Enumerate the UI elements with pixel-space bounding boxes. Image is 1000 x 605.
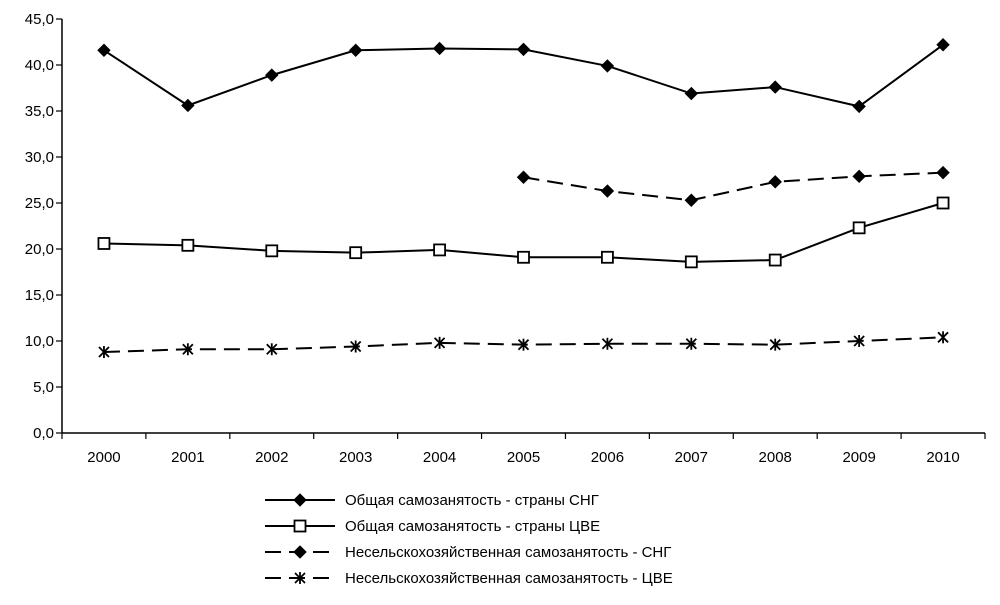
- x-tick-label: 2010: [926, 449, 959, 466]
- data-point-square: [181, 238, 195, 252]
- data-point-diamond: [684, 86, 699, 101]
- data-point-diamond: [936, 165, 950, 180]
- data-point-diamond: [432, 41, 447, 56]
- y-tick-label: 25,0: [25, 195, 54, 212]
- data-point-diamond: [293, 545, 307, 559]
- y-tick-label: 45,0: [25, 11, 54, 28]
- x-tick-label: 2001: [171, 449, 204, 466]
- x-axis-ticks: 2000 2001 2002 2003 2004 2005 2006 2007 2008 2009…: [61, 433, 986, 466]
- data-point-diamond: [600, 184, 615, 198]
- legend-label: Несельскохозяйственная самозанятость - С…: [345, 544, 671, 561]
- x-tick-label: 2002: [255, 449, 288, 466]
- data-point-square: [517, 250, 530, 264]
- y-tick-label: 15,0: [25, 287, 54, 304]
- y-tick-label: 0,0: [33, 425, 54, 442]
- series-4: [98, 331, 949, 359]
- series-1: [97, 38, 950, 114]
- data-point-diamond: [516, 170, 531, 184]
- data-point-asterisk: [853, 335, 865, 347]
- y-tick-label: 5,0: [33, 379, 54, 396]
- chart-legend: Общая самозанятость - страны СНГ Общая са…: [265, 492, 673, 587]
- y-tick-label: 40,0: [25, 57, 54, 74]
- y-tick-label: 10,0: [25, 333, 54, 350]
- legend-label: Общая самозанятость - страны ЦВЕ: [345, 518, 600, 535]
- data-point-square: [852, 221, 866, 235]
- data-point-asterisk: [266, 343, 278, 356]
- data-point-square: [97, 237, 111, 250]
- x-tick-label: 2005: [507, 449, 540, 466]
- legend-item: Общая самозанятость - страны ЦВЕ: [265, 518, 600, 535]
- x-tick-label: 2004: [423, 449, 456, 466]
- data-point-asterisk: [769, 338, 781, 351]
- legend-item: Несельскохозяйственная самозанятость - Ц…: [265, 570, 673, 587]
- x-tick-label: 2009: [842, 449, 875, 466]
- y-tick-label: 20,0: [25, 241, 54, 258]
- data-point-asterisk: [433, 336, 446, 349]
- data-point-diamond: [768, 175, 782, 189]
- x-tick-label: 2006: [591, 449, 624, 466]
- data-point-asterisk: [601, 337, 614, 350]
- data-point-square: [684, 255, 698, 269]
- series-2: [97, 196, 950, 269]
- data-point-square: [433, 243, 446, 257]
- data-point-asterisk: [685, 337, 697, 350]
- data-point-asterisk: [294, 572, 306, 584]
- data-point-asterisk: [517, 338, 530, 351]
- data-point-square: [601, 250, 614, 264]
- legend-item: Общая самозанятость - страны СНГ: [265, 492, 599, 509]
- data-point-square: [349, 246, 363, 260]
- data-point-square: [293, 519, 307, 533]
- data-point-asterisk: [98, 346, 110, 359]
- chart-axes: [61, 19, 985, 434]
- data-point-square: [768, 253, 782, 267]
- chart-series: [97, 38, 950, 359]
- y-tick-label: 30,0: [25, 149, 54, 166]
- data-point-diamond: [852, 169, 866, 184]
- data-point-diamond: [265, 68, 279, 82]
- series-3: [516, 165, 950, 207]
- data-point-diamond: [936, 38, 950, 52]
- x-tick-label: 2000: [87, 449, 120, 466]
- data-point-diamond: [852, 99, 866, 114]
- data-point-diamond: [348, 43, 363, 57]
- data-point-diamond: [516, 42, 531, 57]
- data-point-square: [265, 244, 279, 258]
- data-point-asterisk: [937, 331, 949, 344]
- legend-item: Несельскохозяйственная самозанятость - С…: [265, 544, 671, 561]
- x-tick-label: 2008: [759, 449, 792, 466]
- data-point-diamond: [97, 43, 111, 57]
- data-point-diamond: [684, 193, 699, 207]
- x-tick-label: 2007: [675, 449, 708, 466]
- data-point-asterisk: [182, 343, 194, 356]
- legend-label: Общая самозанятость - страны СНГ: [345, 492, 599, 509]
- data-point-diamond: [600, 59, 615, 73]
- data-point-diamond: [181, 98, 195, 113]
- data-point-diamond: [768, 80, 782, 94]
- y-tick-label: 35,0: [25, 103, 54, 120]
- legend-label: Несельскохозяйственная самозанятость - Ц…: [345, 570, 673, 587]
- data-point-square: [936, 196, 950, 210]
- data-point-asterisk: [350, 340, 362, 353]
- x-tick-label: 2003: [339, 449, 372, 466]
- y-axis-ticks: 0,0 5,0 10,0 15,0 20,0 25,0 30,0 35,0 40,0 45,0: [25, 11, 62, 442]
- series-line: [523, 171, 944, 202]
- data-point-diamond: [293, 493, 307, 507]
